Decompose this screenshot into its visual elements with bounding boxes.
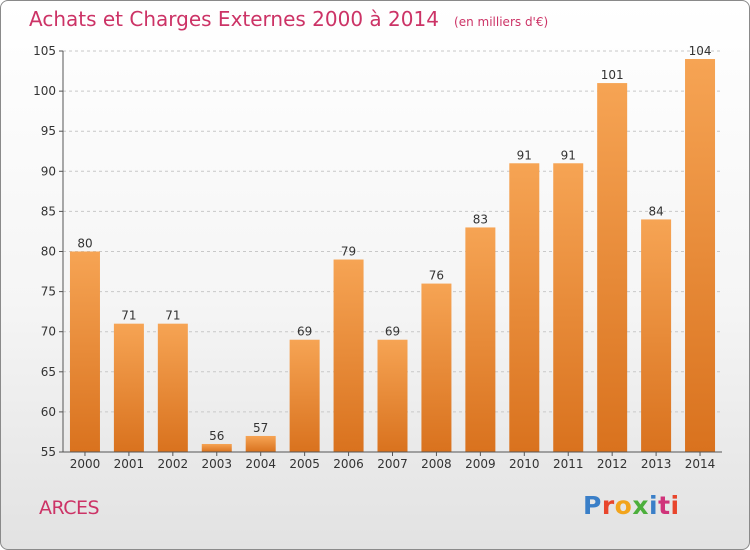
y-tick-label: 100 xyxy=(33,84,56,98)
bar xyxy=(157,323,188,452)
data-label: 69 xyxy=(297,325,312,339)
bar xyxy=(201,443,232,452)
bar xyxy=(597,83,628,452)
data-label: 76 xyxy=(429,269,444,283)
x-tick-label: 2014 xyxy=(685,457,716,471)
y-tick-label: 70 xyxy=(41,325,56,339)
data-label: 56 xyxy=(209,429,224,443)
bar xyxy=(377,339,408,452)
bar xyxy=(641,219,672,452)
x-tick-label: 2003 xyxy=(201,457,232,471)
bar xyxy=(509,163,540,452)
logo-letter: o xyxy=(614,491,633,520)
y-tick-label: 95 xyxy=(41,124,56,138)
bar xyxy=(465,227,496,452)
y-tick-label: 65 xyxy=(41,365,56,379)
y-tick-label: 85 xyxy=(41,204,56,218)
x-tick-label: 2009 xyxy=(465,457,496,471)
bar xyxy=(289,339,320,452)
data-label: 83 xyxy=(473,212,488,226)
place-name: ARCES xyxy=(39,497,100,519)
logo-letter: r xyxy=(601,491,615,520)
x-tick-label: 2006 xyxy=(333,457,364,471)
x-tick-label: 2013 xyxy=(641,457,672,471)
data-label: 84 xyxy=(648,204,663,218)
y-tick-label: 55 xyxy=(41,445,56,459)
y-tick-label: 60 xyxy=(41,405,56,419)
y-tick-label: 80 xyxy=(41,245,56,259)
bar xyxy=(69,251,100,452)
logo-letter: P xyxy=(583,491,602,520)
y-tick-label: 75 xyxy=(41,285,56,299)
x-tick-label: 2011 xyxy=(553,457,584,471)
bars xyxy=(69,59,716,453)
logo-letter: x xyxy=(632,491,649,520)
x-tick-label: 2002 xyxy=(158,457,189,471)
title-row: Achats et Charges Externes 2000 à 2014 (… xyxy=(29,7,548,31)
x-tick-label: 2010 xyxy=(509,457,540,471)
bar xyxy=(421,283,452,452)
bar xyxy=(333,259,364,452)
bar xyxy=(685,59,716,453)
data-label: 71 xyxy=(121,309,136,323)
data-label: 57 xyxy=(253,421,268,435)
data-label: 69 xyxy=(385,325,400,339)
logo-letter: i xyxy=(670,491,680,520)
y-tick-label: 90 xyxy=(41,164,56,178)
labels: 55 60 65 70 75 80 85 90 95 100 105 80 2000 71 2001 71 20… xyxy=(33,44,715,471)
data-label: 104 xyxy=(689,44,712,58)
x-tick-label: 2012 xyxy=(597,457,628,471)
bar xyxy=(245,435,276,452)
logo-letter: i xyxy=(649,491,659,520)
logo-letter: t xyxy=(658,491,671,520)
data-label: 91 xyxy=(517,148,532,162)
x-tick-label: 2000 xyxy=(70,457,101,471)
data-label: 80 xyxy=(77,237,92,251)
data-label: 91 xyxy=(561,148,576,162)
axes xyxy=(59,50,722,456)
x-tick-label: 2008 xyxy=(421,457,452,471)
bar xyxy=(553,163,584,452)
chart-subtitle: (en milliers d'€) xyxy=(454,15,549,29)
x-tick-label: 2001 xyxy=(114,457,145,471)
x-tick-label: 2004 xyxy=(245,457,276,471)
proxiti-logo: Proxiti xyxy=(583,491,680,520)
bar xyxy=(113,323,144,452)
data-label: 79 xyxy=(341,245,356,259)
y-tick-label: 105 xyxy=(33,44,56,58)
data-label: 101 xyxy=(601,68,624,82)
chart-title: Achats et Charges Externes 2000 à 2014 xyxy=(29,7,439,31)
data-label: 71 xyxy=(165,309,180,323)
x-tick-label: 2005 xyxy=(289,457,320,471)
x-tick-label: 2007 xyxy=(377,457,408,471)
